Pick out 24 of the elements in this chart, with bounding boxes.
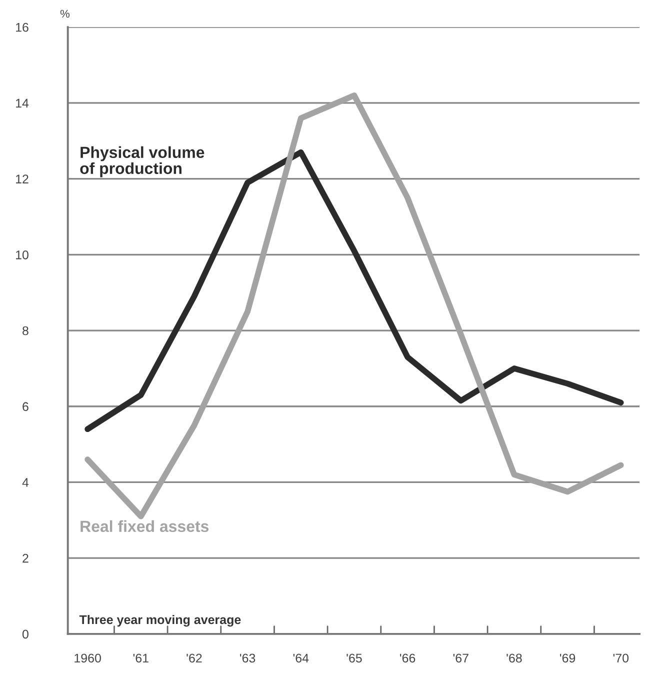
- y-tick-label: 14: [16, 98, 29, 108]
- series-label: Real fixed assets: [80, 520, 209, 532]
- y-tick-label: 16: [16, 22, 28, 32]
- x-tick-label: '68: [506, 654, 522, 663]
- x-tick-label: '64: [293, 654, 309, 663]
- y-tick-label: 6: [22, 402, 28, 412]
- x-tick-label: '67: [453, 654, 468, 663]
- y-tick-label: 4: [22, 478, 29, 487]
- y-tick-label: 8: [22, 326, 28, 336]
- x-tick-label: '69: [560, 654, 576, 663]
- x-tick-label: '65: [346, 654, 362, 663]
- x-tick-label: '62: [186, 654, 202, 663]
- y-tick-label: 2: [22, 554, 28, 563]
- x-tick-label: '70: [613, 654, 629, 663]
- annotation: Three year moving average: [79, 614, 241, 627]
- x-tick-label: '66: [400, 654, 416, 663]
- text: Physical volume of production: [80, 146, 204, 178]
- x-tick-label: '63: [240, 654, 256, 663]
- y-tick-label: 0: [22, 630, 28, 639]
- x-tick-label: '61: [133, 654, 148, 663]
- x-tick-label: 1960: [74, 654, 101, 663]
- y-tick-label: 10: [16, 250, 28, 260]
- y-tick-label: 12: [16, 174, 28, 184]
- y-axis-title: %: [60, 10, 70, 18]
